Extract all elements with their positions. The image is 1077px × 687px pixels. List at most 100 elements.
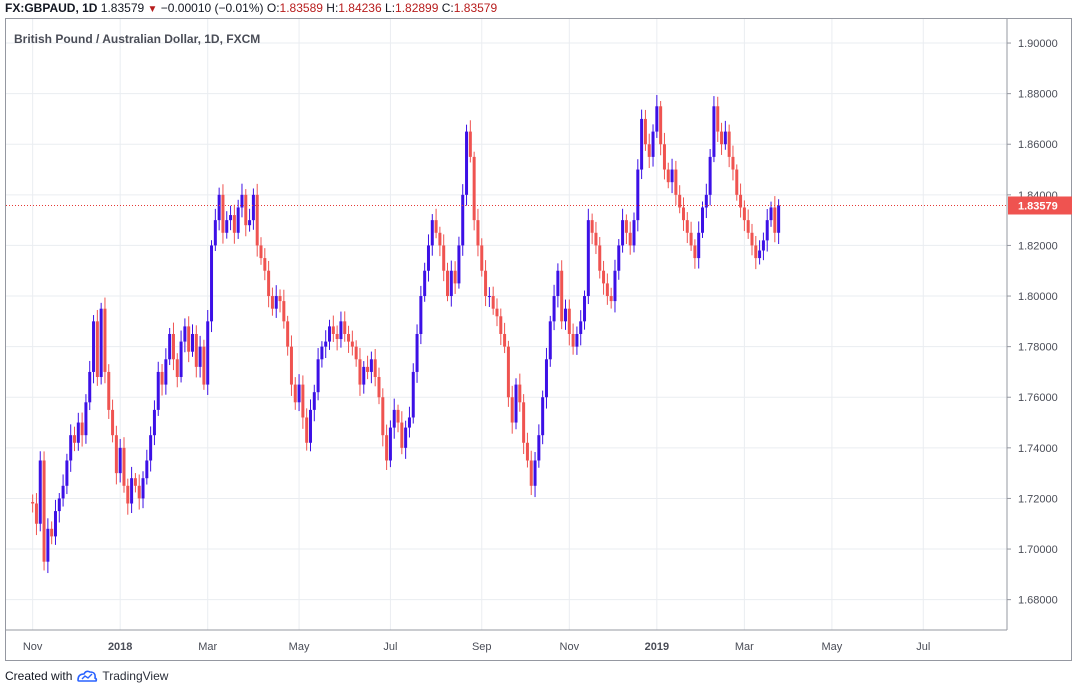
candle-body bbox=[88, 371, 92, 403]
y-tick-label: 1.70000 bbox=[1018, 544, 1058, 556]
candle-body bbox=[267, 270, 271, 297]
candle-body bbox=[689, 232, 693, 246]
candle-body bbox=[57, 498, 61, 512]
candle-body bbox=[38, 460, 42, 524]
price-axis[interactable]: 1.68000 1.70000 1.72000 1.74000 1.76000 1.780… bbox=[1007, 38, 1058, 607]
candle-body bbox=[537, 435, 541, 461]
low-label: L: bbox=[385, 1, 396, 15]
candle-body bbox=[251, 194, 255, 221]
candle-body bbox=[34, 503, 38, 524]
candle-body bbox=[446, 270, 450, 297]
down-arrow-icon: ▼ bbox=[147, 4, 158, 15]
x-tick-label: May bbox=[822, 641, 843, 653]
candle-body bbox=[377, 376, 381, 398]
candle-body bbox=[111, 409, 115, 436]
candle-body bbox=[651, 131, 655, 157]
candle-body bbox=[46, 528, 50, 562]
candle-body bbox=[761, 240, 765, 251]
candle-body bbox=[202, 346, 206, 385]
candle-body bbox=[392, 409, 396, 428]
y-tick-label: 1.78000 bbox=[1018, 342, 1058, 354]
candle-body bbox=[640, 118, 644, 170]
candle-body bbox=[541, 397, 545, 436]
candle-body bbox=[274, 296, 278, 309]
candle-body bbox=[130, 478, 134, 504]
candle-body bbox=[678, 194, 682, 208]
candle-body bbox=[373, 359, 377, 377]
x-tick-label: Mar bbox=[198, 641, 217, 653]
candle-body bbox=[609, 296, 613, 302]
candle-body bbox=[708, 156, 712, 195]
x-tick-label: May bbox=[289, 641, 310, 653]
candle-body bbox=[495, 308, 499, 317]
candle-body bbox=[674, 169, 678, 195]
candle-body bbox=[221, 194, 225, 233]
candle-body bbox=[518, 384, 522, 403]
candle-body bbox=[746, 220, 750, 233]
candle-body bbox=[655, 106, 659, 132]
candle-body bbox=[659, 106, 663, 145]
candle-body bbox=[168, 333, 172, 360]
candle-body bbox=[69, 435, 73, 461]
candle-body bbox=[369, 359, 373, 372]
candle-body bbox=[742, 207, 746, 221]
candle-body bbox=[297, 384, 301, 403]
candle-body bbox=[331, 326, 335, 334]
candle-body bbox=[720, 131, 724, 145]
candle-body bbox=[114, 435, 118, 474]
candle-body bbox=[415, 333, 419, 372]
candle-body bbox=[145, 460, 149, 479]
chart-frame[interactable] bbox=[5, 18, 1072, 661]
candle-body bbox=[681, 207, 685, 221]
candle-body bbox=[232, 215, 236, 233]
price-change: −0.00010 (−0.01%) bbox=[160, 1, 264, 15]
candle-body bbox=[491, 296, 495, 309]
y-tick-label: 1.80000 bbox=[1018, 291, 1058, 303]
candle-body bbox=[385, 435, 389, 461]
candle-body bbox=[301, 384, 305, 418]
candle-body bbox=[560, 270, 564, 322]
candle-body bbox=[567, 308, 571, 334]
open-label: O: bbox=[266, 1, 280, 15]
symbol-interval[interactable]: FX:GBPAUD, 1D bbox=[5, 1, 98, 15]
candle-body bbox=[525, 442, 529, 461]
last-price-tag-label: 1.83579 bbox=[1018, 200, 1058, 212]
candle-body bbox=[335, 333, 339, 340]
candle-body bbox=[308, 409, 312, 443]
candle-body bbox=[339, 321, 343, 340]
candle-body bbox=[465, 131, 469, 195]
tradingview-brand[interactable]: TradingView bbox=[102, 669, 169, 683]
candle-body bbox=[324, 341, 328, 347]
candle-body bbox=[701, 207, 705, 233]
candle-body bbox=[179, 341, 183, 377]
candle-body bbox=[270, 296, 274, 309]
candle-body bbox=[328, 326, 332, 342]
candle-body bbox=[206, 321, 210, 385]
candle-body bbox=[643, 118, 647, 145]
candle-body bbox=[190, 333, 194, 352]
candle-body bbox=[647, 144, 651, 157]
candle-body bbox=[141, 478, 145, 499]
candle-body bbox=[175, 359, 179, 377]
x-tick-label: 2018 bbox=[108, 641, 132, 653]
candle-body bbox=[461, 194, 465, 246]
candle-body bbox=[598, 245, 602, 271]
candle-body bbox=[499, 316, 503, 334]
candle-body bbox=[594, 232, 598, 246]
candle-body bbox=[548, 321, 552, 360]
candles bbox=[31, 95, 781, 574]
candle-body bbox=[727, 131, 731, 157]
candle-body bbox=[61, 485, 65, 499]
x-tick-label: Nov bbox=[560, 641, 580, 653]
candle-body bbox=[65, 460, 69, 486]
time-axis[interactable]: Nov 2018 Mar May Jul Sep Nov 2019 Mar May Jul bbox=[23, 641, 930, 653]
candle-body bbox=[712, 106, 716, 157]
candle-body bbox=[605, 283, 609, 297]
candle-body bbox=[503, 333, 507, 347]
candle-body bbox=[217, 194, 221, 221]
candle-body bbox=[426, 245, 430, 271]
candle-body bbox=[590, 220, 594, 233]
last-price-tag bbox=[1008, 196, 1072, 215]
candle-body bbox=[53, 511, 57, 537]
